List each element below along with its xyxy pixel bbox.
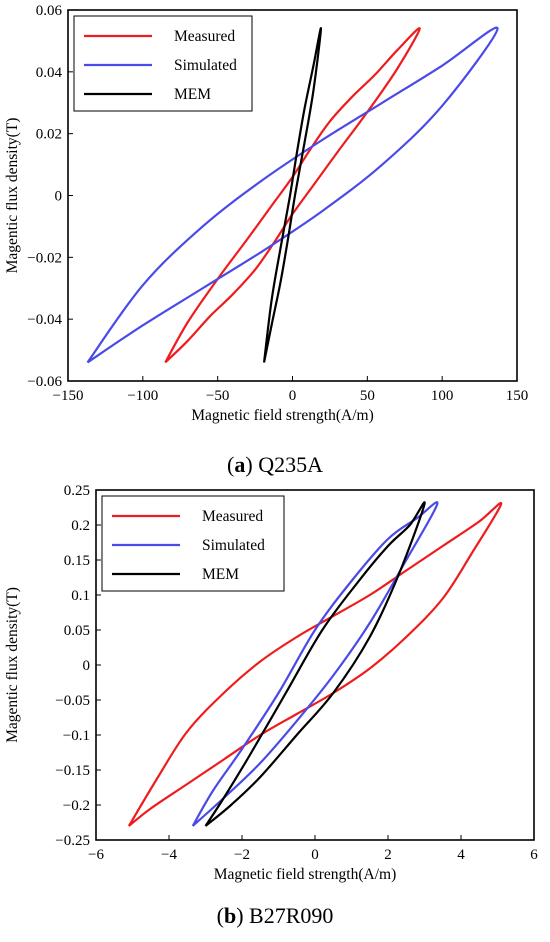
y-tick-label: 0.02	[36, 127, 62, 143]
legend-label-measured: Measured	[202, 508, 263, 525]
x-tick-label: −50	[206, 388, 229, 404]
x-tick-label: 100	[431, 388, 454, 404]
x-tick-label: 150	[506, 388, 529, 404]
legend-label-measured: Measured	[174, 28, 235, 45]
y-tick-label: 0	[83, 658, 91, 674]
y-tick-label: −0.04	[27, 312, 62, 328]
y-tick-label: 0.25	[64, 483, 90, 499]
series-mem	[204, 501, 426, 827]
y-tick-label: 0.1	[71, 588, 90, 604]
chart-0: −150 −100 −50 0 50 100 150 0.06 0.04 0.02 0 −0.02 −0…	[4, 3, 528, 424]
x-tick-label: −6	[88, 847, 104, 863]
series-measured	[127, 501, 503, 827]
y-tick-label: −0.2	[63, 798, 90, 814]
x-tick-label: 6	[530, 847, 538, 863]
legend-label-simulated: Simulated	[174, 57, 237, 74]
series-simulated	[86, 26, 499, 364]
y-tick-label: 0	[55, 189, 63, 205]
legend-box	[73, 15, 253, 112]
x-tick-label: 2	[384, 847, 392, 863]
x-tick-label: −150	[53, 388, 84, 404]
y-tick-label: −0.15	[55, 763, 90, 779]
x-tick-label: −100	[127, 388, 158, 404]
y-tick-label: 0.2	[71, 518, 90, 534]
x-tick-label: 0	[289, 388, 297, 404]
chart-1: −6 −4 −2 0 2 4 6 0.25 0.2 0.15 0.1 0.05 0 −0.05 −0.1 −0…	[4, 483, 538, 883]
x-tick-label: 4	[457, 847, 465, 863]
y-axis-label: Magentic flux density(T)	[4, 587, 21, 743]
series-measured	[164, 27, 421, 364]
legend-label-mem: MEM	[202, 566, 239, 583]
legend-label-simulated: Simulated	[202, 537, 265, 554]
x-tick-label: 50	[360, 388, 375, 404]
x-axis-label: Magnetic field strength(A/m)	[191, 407, 374, 424]
caption-a: (a) Q235A	[227, 452, 323, 477]
caption-b: (b) B27R090	[216, 903, 334, 928]
y-tick-label: −0.06	[27, 374, 62, 390]
y-tick-label: −0.05	[55, 693, 90, 709]
y-axis-label: Magentic flux density(T)	[4, 118, 21, 274]
y-tick-label: 0.06	[36, 3, 63, 19]
series-simulated	[191, 501, 439, 827]
series-mem	[262, 27, 323, 363]
x-tick-label: −4	[161, 847, 177, 863]
y-tick-label: −0.02	[27, 250, 62, 266]
x-tick-label: 0	[311, 847, 319, 863]
legend-label-mem: MEM	[174, 86, 211, 103]
y-tick-label: 0.04	[36, 65, 63, 81]
x-tick-label: −2	[234, 847, 250, 863]
y-tick-label: −0.25	[55, 833, 90, 849]
x-axis-label: Magnetic field strength(A/m)	[214, 866, 397, 883]
y-tick-label: 0.05	[64, 623, 90, 639]
y-tick-label: −0.1	[63, 728, 90, 744]
legend-box	[101, 495, 285, 592]
y-tick-label: 0.15	[64, 553, 90, 569]
